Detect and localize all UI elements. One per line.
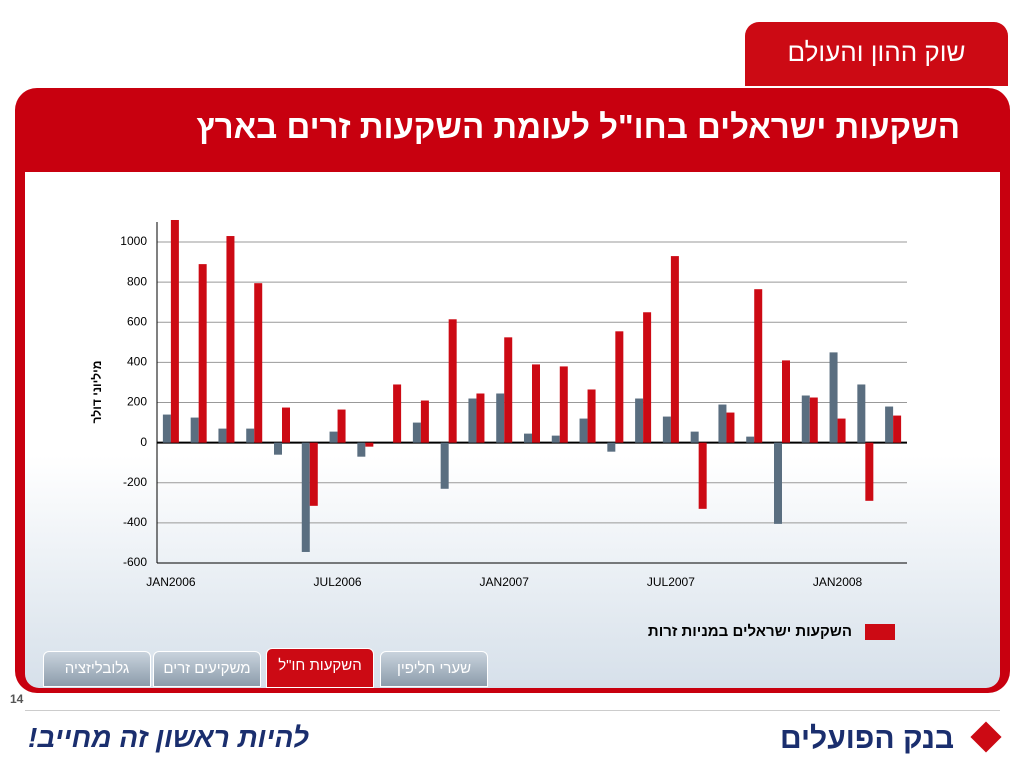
- legend-swatch: [865, 624, 895, 640]
- bar: [254, 283, 263, 443]
- bar: [170, 219, 179, 443]
- bar: [829, 352, 838, 443]
- bar: [670, 256, 679, 443]
- bar: [198, 264, 207, 443]
- bar: [635, 398, 644, 443]
- bar: [226, 236, 235, 443]
- bar: [420, 400, 429, 443]
- bar: [718, 404, 727, 443]
- bar: [190, 417, 199, 443]
- y-tick-label: 400: [127, 355, 147, 369]
- bar: [337, 409, 346, 443]
- tab[interactable]: משקיעים זרים: [153, 651, 261, 687]
- bar: [274, 442, 282, 455]
- bar: [218, 428, 227, 443]
- bar: [893, 415, 902, 443]
- bar: [504, 337, 513, 443]
- bar: [357, 442, 366, 457]
- x-tick-label: JUL2007: [647, 575, 695, 589]
- bar: [774, 442, 782, 524]
- slogan: להיות ראשון זה מחייב!: [28, 722, 309, 753]
- bar: [607, 442, 616, 452]
- bar: [412, 422, 421, 443]
- legend-label: השקעות ישראלים במניות זרות: [648, 623, 852, 640]
- bar: [782, 360, 790, 443]
- logo: בנק הפועלים: [780, 722, 955, 755]
- page-number: 14: [10, 692, 24, 706]
- y-tick-label: 0: [140, 435, 147, 449]
- bar: [643, 312, 652, 443]
- bar: [329, 431, 338, 443]
- bar: [579, 418, 588, 443]
- bar: [162, 414, 171, 443]
- bar: [857, 384, 866, 443]
- bar: [468, 398, 477, 443]
- x-tick-label: JAN2007: [480, 575, 530, 589]
- chart: מיליוני דולר -600 -400 -200 0 200 400 600 800 10…: [90, 219, 907, 640]
- x-tick-label: JUL2006: [314, 575, 362, 589]
- bar: [448, 319, 457, 443]
- logo-icon: [970, 721, 1002, 753]
- bar: [801, 395, 810, 443]
- bar: [615, 331, 624, 443]
- y-tick-label: -600: [123, 555, 147, 569]
- tab[interactable]: שערי חליפין: [380, 651, 488, 687]
- bar: [865, 442, 874, 501]
- bar: [587, 389, 596, 443]
- bar: [698, 442, 707, 509]
- bar: [809, 397, 818, 443]
- bar: [559, 366, 568, 443]
- bar: [365, 442, 374, 447]
- bar: [754, 289, 763, 443]
- bar: [440, 442, 449, 489]
- bar: [885, 406, 894, 443]
- bar: [309, 442, 318, 506]
- bar: [476, 393, 485, 443]
- bar: [662, 416, 671, 443]
- bar: [690, 431, 699, 443]
- bar: [746, 436, 755, 443]
- y-tick-label: 200: [127, 395, 147, 409]
- y-tick-label: 1000: [120, 234, 147, 248]
- chart-title: השקעות ישראלים בחו"ל לעומת השקעות זרים ב…: [196, 108, 960, 145]
- bar: [524, 433, 532, 443]
- y-tick-label: -200: [123, 475, 147, 489]
- y-tick-label: 800: [127, 274, 147, 288]
- tab[interactable]: גלובליזציה: [43, 651, 151, 687]
- rule: [25, 710, 1000, 711]
- bar: [301, 442, 310, 552]
- y-tick-label: 600: [127, 314, 147, 328]
- bar: [837, 418, 846, 443]
- bar: [726, 412, 735, 443]
- section-tab: שוק ההון והעולם: [745, 22, 1008, 86]
- y-axis-label: מיליוני דולר: [90, 361, 104, 424]
- bar: [393, 384, 402, 443]
- y-tick-label: -400: [123, 515, 147, 529]
- x-tick-label: JAN2006: [146, 575, 196, 589]
- x-tick-label: JAN2008: [813, 575, 863, 589]
- bar: [551, 435, 560, 443]
- bar: [282, 407, 290, 443]
- tab-active[interactable]: השקעות חו"ל: [266, 648, 374, 688]
- bar: [246, 428, 255, 443]
- bar: [496, 393, 505, 443]
- bar: [532, 364, 540, 443]
